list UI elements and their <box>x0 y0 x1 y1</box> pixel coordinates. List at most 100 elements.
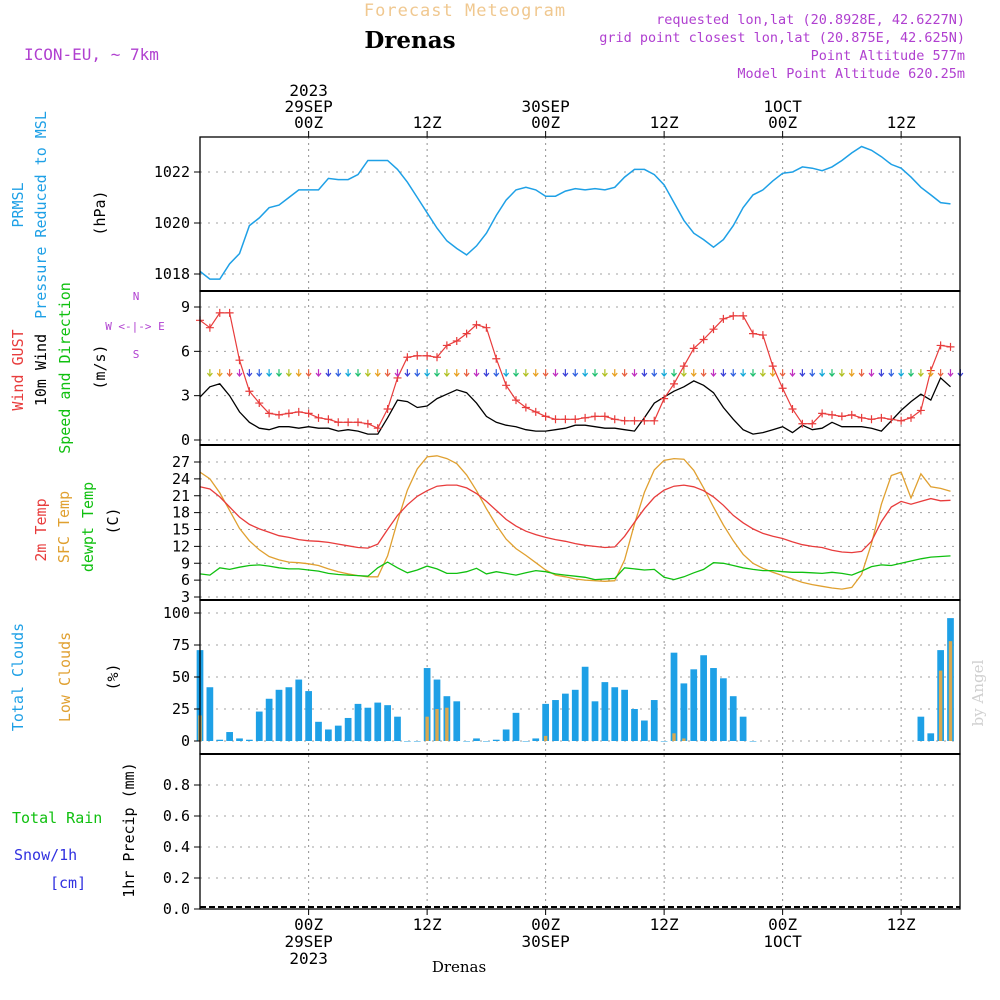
model-label: ICON-EU, ~ 7km <box>24 45 159 64</box>
gust-marker <box>225 308 234 317</box>
wind-direction-arrow <box>463 369 470 378</box>
wind-direction-arrow <box>355 369 361 378</box>
gust-marker <box>215 308 224 317</box>
wind-direction-arrow <box>295 369 302 378</box>
total-cloud-bar <box>384 705 391 741</box>
gust-marker <box>640 416 649 425</box>
wind-direction-arrow <box>582 369 589 378</box>
wind-direction-arrow <box>374 369 381 378</box>
total-cloud-bar <box>650 700 658 741</box>
temperature-ytick-label: 12 <box>172 537 190 555</box>
top-time-label: 12Z <box>887 113 916 132</box>
low-cloud-bar <box>425 716 429 741</box>
wind-direction-arrow <box>750 369 756 378</box>
pressure-ytick-label: 1020 <box>154 214 190 232</box>
gust-marker <box>304 409 313 418</box>
low-cloud-bar <box>938 670 943 741</box>
wind-direction-arrow <box>651 369 658 378</box>
wind-direction-arrow <box>848 369 855 378</box>
wind-direction-arrow <box>305 369 312 378</box>
wind-direction-arrow <box>927 369 934 378</box>
top-time-label: 30SEP <box>522 97 570 116</box>
wind-direction-arrow <box>206 369 213 378</box>
gust-marker <box>531 407 540 416</box>
clouds-ytick-label: 0 <box>181 732 190 750</box>
total-cloud-bar <box>660 741 668 742</box>
temp-unit: (C) <box>104 507 122 534</box>
gust-marker <box>235 356 244 365</box>
total-cloud-bar <box>285 687 293 741</box>
footer-location: Drenas <box>432 958 486 976</box>
panel-frames <box>194 136 961 910</box>
gust-marker <box>581 413 590 422</box>
wind-direction-arrow <box>216 369 223 378</box>
gust-marker <box>610 415 619 424</box>
wind-direction-arrow <box>680 369 687 378</box>
total-cloud-bar <box>631 709 638 741</box>
pressure-panel: 1018 1020 1022 <box>154 145 951 283</box>
precip-ytick-label: 0.8 <box>163 776 190 794</box>
gust-marker <box>413 351 422 360</box>
dewpt-label: dewpt Temp <box>79 482 97 572</box>
top-time-label: 29SEP <box>285 97 333 116</box>
wind-direction-arrow <box>878 369 885 378</box>
total-cloud-bar <box>641 720 648 741</box>
wind-direction-arrow <box>503 369 510 378</box>
total-cloud-bar <box>532 738 540 741</box>
wind-direction-arrow <box>256 369 263 378</box>
gust-marker <box>916 406 925 415</box>
wind-direction-arrow <box>601 369 608 378</box>
gust-marker <box>462 329 471 338</box>
gust-marker <box>936 341 945 350</box>
location-title: Drenas <box>364 27 455 54</box>
bottom-time-label: 1OCT <box>763 932 802 951</box>
gust-marker <box>837 412 846 421</box>
total-cloud-bar <box>364 707 372 741</box>
wind-direction-arrow <box>276 369 282 378</box>
gust-marker <box>472 320 481 329</box>
gust-marker <box>541 412 550 421</box>
low-cloud-bar <box>682 738 686 741</box>
gust-marker <box>383 404 392 413</box>
gust-marker <box>778 384 787 393</box>
total-cloud-bar <box>394 716 401 741</box>
total-cloud-bar <box>601 682 609 741</box>
gust-marker <box>591 412 599 421</box>
gust-marker <box>205 323 214 332</box>
temperature-ytick-label: 6 <box>181 571 190 589</box>
total-cloud-bar <box>216 739 224 741</box>
gust-marker <box>354 418 362 427</box>
gust-marker <box>284 409 293 418</box>
total-cloud-bar <box>473 738 480 741</box>
gust-marker <box>245 387 254 396</box>
gust-marker <box>857 413 866 422</box>
precip-unit: 1hr Precip (mm) <box>120 762 138 897</box>
wind-direction-arrow <box>443 369 450 378</box>
total-cloud-bar <box>729 696 737 741</box>
gust-marker <box>847 410 856 419</box>
wind-direction-arrow <box>483 369 490 378</box>
top-time-label: 00Z <box>294 113 323 132</box>
wind-direction-arrow <box>473 369 480 378</box>
gust-marker <box>492 354 501 363</box>
pressure-ytick-label: 1022 <box>154 163 190 181</box>
rain-label: Total Rain <box>12 809 102 827</box>
gust-marker <box>818 409 827 418</box>
wind-direction-arrow <box>819 369 826 378</box>
total-cloud-bar <box>591 701 599 741</box>
total-cloud-bar <box>374 702 382 741</box>
wind-direction-arrow <box>631 369 638 378</box>
grid-lines <box>200 137 960 909</box>
top-time-label: 12Z <box>413 113 442 132</box>
total-cloud-bar <box>255 711 263 741</box>
compass-s: S <box>133 348 140 361</box>
top-time-label: 00Z <box>531 113 560 132</box>
temperature-ytick-label: 24 <box>172 470 190 488</box>
gust-marker <box>630 416 639 425</box>
wind-direction-arrow <box>690 369 697 378</box>
total-cloud-bar <box>275 689 283 741</box>
total-cloud-bar <box>670 652 678 741</box>
total-cloud-bar <box>354 703 362 741</box>
sfc-temp-label: SFC Temp <box>55 491 73 563</box>
